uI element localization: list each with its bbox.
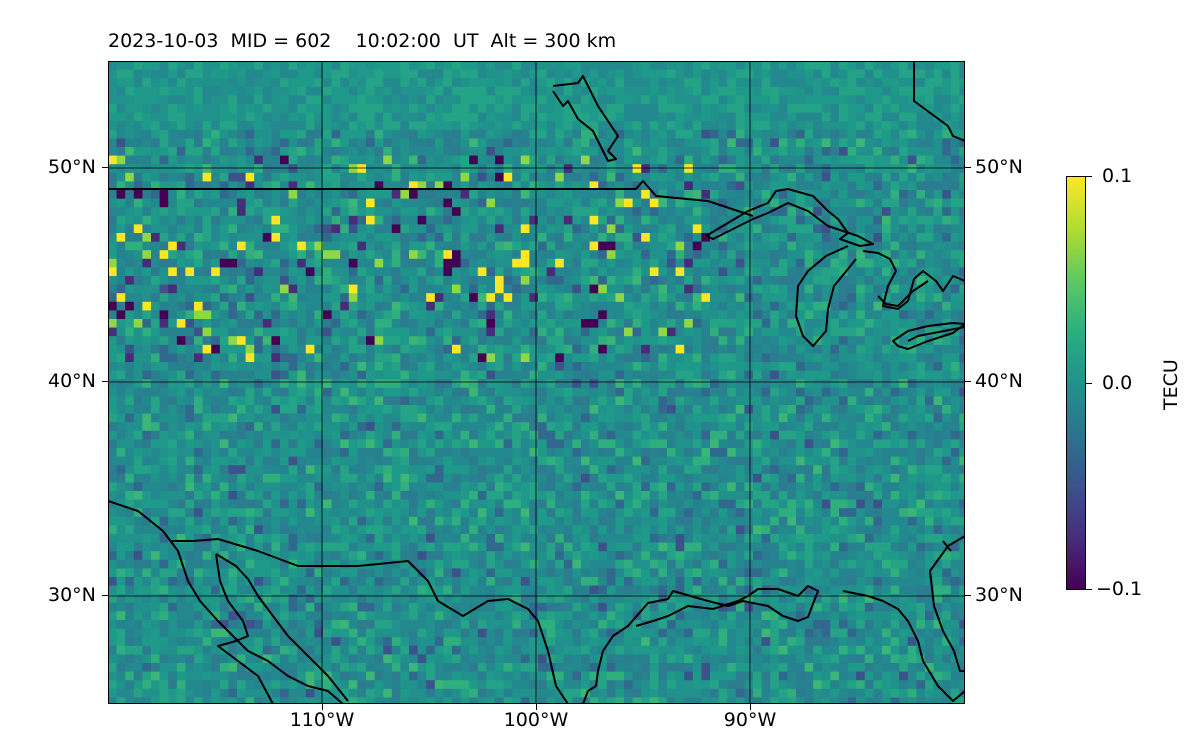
baja-peninsula — [215, 553, 274, 704]
michigan-thumb — [877, 280, 929, 307]
tick-40n-right — [965, 381, 971, 382]
lon-label-90w: 90°W — [723, 709, 777, 731]
florida-marks — [942, 540, 952, 552]
tec-map-canvas — [108, 61, 965, 704]
us-canada-border — [108, 180, 754, 217]
tick-30n-right — [965, 595, 971, 596]
cbar-tick-max — [1086, 176, 1092, 177]
lake-ontario — [907, 326, 965, 342]
tick-50n-right — [965, 167, 971, 168]
tec-cells — [108, 61, 965, 704]
colorbar — [1066, 176, 1086, 590]
northeast-coast — [913, 61, 965, 142]
tec-map — [108, 61, 965, 704]
tick-40n-left — [102, 381, 108, 382]
florida-panhandle — [842, 590, 965, 702]
us-mexico-border — [170, 538, 569, 704]
lon-label-110w: 110°W — [289, 709, 355, 731]
colorbar-tick-max: 0.1 — [1102, 165, 1133, 187]
colorbar-tick-zero: 0.0 — [1102, 372, 1133, 394]
lat-label-50n-left: 50°N — [48, 156, 96, 178]
coastlines — [108, 61, 965, 704]
lat-label-50n-right: 50°N — [975, 156, 1023, 178]
cbar-tick-zero — [1086, 383, 1092, 384]
lake-michigan — [795, 245, 857, 347]
gulf-of-california — [215, 553, 349, 702]
gridlines — [108, 61, 965, 704]
hudson-bay-coast — [552, 75, 619, 162]
baja-coast — [108, 500, 344, 704]
lat-label-30n-left: 30°N — [48, 584, 96, 606]
colorbar-tick-min: −0.1 — [1096, 578, 1143, 600]
lat-label-40n-right: 40°N — [975, 370, 1023, 392]
tick-90w — [750, 704, 751, 710]
atlantic-coast — [929, 535, 965, 672]
tick-50n-left — [102, 167, 108, 168]
tick-110w — [322, 704, 323, 710]
gulf-coast — [582, 585, 819, 704]
lake-huron — [862, 250, 965, 310]
lake-superior — [705, 188, 874, 247]
lon-label-100w: 100°W — [503, 709, 569, 731]
map-title: 2023-10-03 MID = 602 10:02:00 UT Alt = 3… — [108, 30, 617, 52]
colorbar-label: TECU — [1160, 359, 1182, 410]
lat-label-30n-right: 30°N — [975, 584, 1023, 606]
lat-label-40n-left: 40°N — [48, 370, 96, 392]
tick-30n-left — [102, 595, 108, 596]
cbar-tick-min — [1086, 589, 1092, 590]
tick-100w — [536, 704, 537, 710]
